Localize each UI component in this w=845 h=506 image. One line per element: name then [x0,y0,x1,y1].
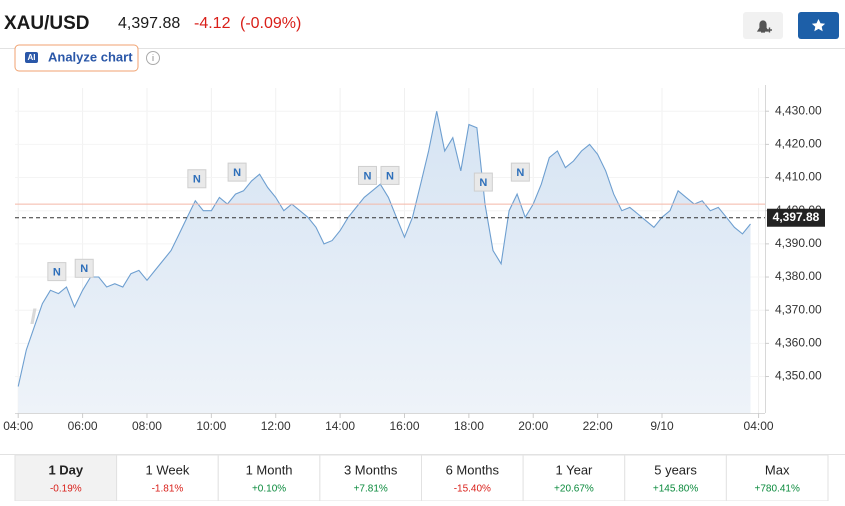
period-tab[interactable]: 1 Year +20.67% [522,454,626,502]
tab-change: +145.80% [653,484,698,495]
x-tick-label: 20:00 [518,419,548,433]
area [18,111,751,413]
news-marker [357,165,377,185]
info-icon[interactable] [146,51,160,65]
x-tick-label: 9/10 [650,419,674,433]
price: 4,397.88 [118,15,180,32]
tab-change: -15.40% [454,484,491,495]
tab-bg [522,454,626,502]
news-marker [510,162,530,182]
period-tab[interactable]: Max +780.41% [725,454,829,502]
tab-bg [217,454,321,502]
y-tick-label: 4,370.00 [775,302,822,316]
news-marker-label: N [386,170,394,182]
news-marker-label: N [516,167,524,179]
tab-label: 6 Months [446,462,500,477]
news-marker-label: N [363,170,371,182]
news-marker [473,172,493,192]
tab-change: +0.10% [252,484,286,495]
news-marker-label: N [479,177,487,189]
tab-label: 1 Day [48,462,83,477]
tab-change: +7.81% [354,484,388,495]
header-bar [0,0,845,48]
tab-bg [319,454,422,502]
period-tab[interactable]: 6 Months -15.40% [421,454,524,502]
analyze-label: Analyze chart [48,49,133,64]
period-tab[interactable]: 1 Month +0.10% [217,454,321,502]
x-tick-label: 04:00 [744,419,774,433]
tab-change: +780.41% [755,484,800,495]
x-tick-label: 10:00 [196,419,226,433]
news-marker-label: N [80,263,88,275]
change: -4.12 [194,15,231,32]
period-tab[interactable]: 1 Week -1.81% [116,454,219,502]
x-tick-label: 22:00 [583,419,613,433]
current-price-tag [767,208,825,227]
tab-label: 1 Month [246,462,293,477]
x-tick-label: 04:00 [3,419,33,433]
tab-label: 1 Week [146,462,190,477]
tab-change: +20.67% [554,484,594,495]
period-tab[interactable]: 5 years +145.80% [624,454,727,502]
ai-badge: AI [28,53,36,62]
symbol: XAU/USD [4,13,90,34]
y-tick-label: 4,430.00 [775,103,822,117]
y-tick-label: 4,420.00 [775,137,822,151]
tab-label: 1 Year [556,462,594,477]
tab-change: -1.81% [152,484,184,495]
tab-label: 3 Months [344,462,398,477]
x-tick-label: 06:00 [68,419,98,433]
news-marker [227,162,247,182]
tab-change: -0.19% [50,484,82,495]
watchlist-button[interactable] [798,12,839,39]
news-marker-label: N [233,167,241,179]
y-tick-label: 4,410.00 [775,170,822,184]
x-tick-label: 14:00 [325,419,355,433]
y-tick-label: 4,390.00 [775,236,822,250]
alert-button[interactable] [743,12,783,39]
news-marker [47,262,67,282]
tab-bg [116,454,219,502]
line [17,111,751,387]
x-tick-label: 18:00 [454,419,484,433]
x-tick-label: 12:00 [261,419,291,433]
y-tick-label: 4,380.00 [775,269,822,283]
y-tick-label: 4,360.00 [775,336,822,350]
change-pct: (-0.09%) [240,15,301,32]
period-tab[interactable]: 1 Day -0.19% [14,454,118,502]
tab-bg [421,454,524,502]
x-tick-label: 08:00 [132,419,162,433]
tab-bg [725,454,829,502]
news-marker-label: N [193,174,201,186]
y-tick-label: 4,350.00 [775,369,822,383]
tab-label: 5 years [654,462,697,477]
news-marker [187,169,207,189]
tab-bg [624,454,727,502]
x-tick-label: 16:00 [389,419,419,433]
analyze-button[interactable]: AI Analyze chart [14,44,139,72]
current-price-label: 4,397.88 [773,210,820,224]
news-marker-label: N [53,267,61,279]
tab-label: Max [765,462,790,477]
news-marker [380,165,400,185]
news-marker [74,258,94,278]
period-tab[interactable]: 3 Months +7.81% [319,454,422,502]
